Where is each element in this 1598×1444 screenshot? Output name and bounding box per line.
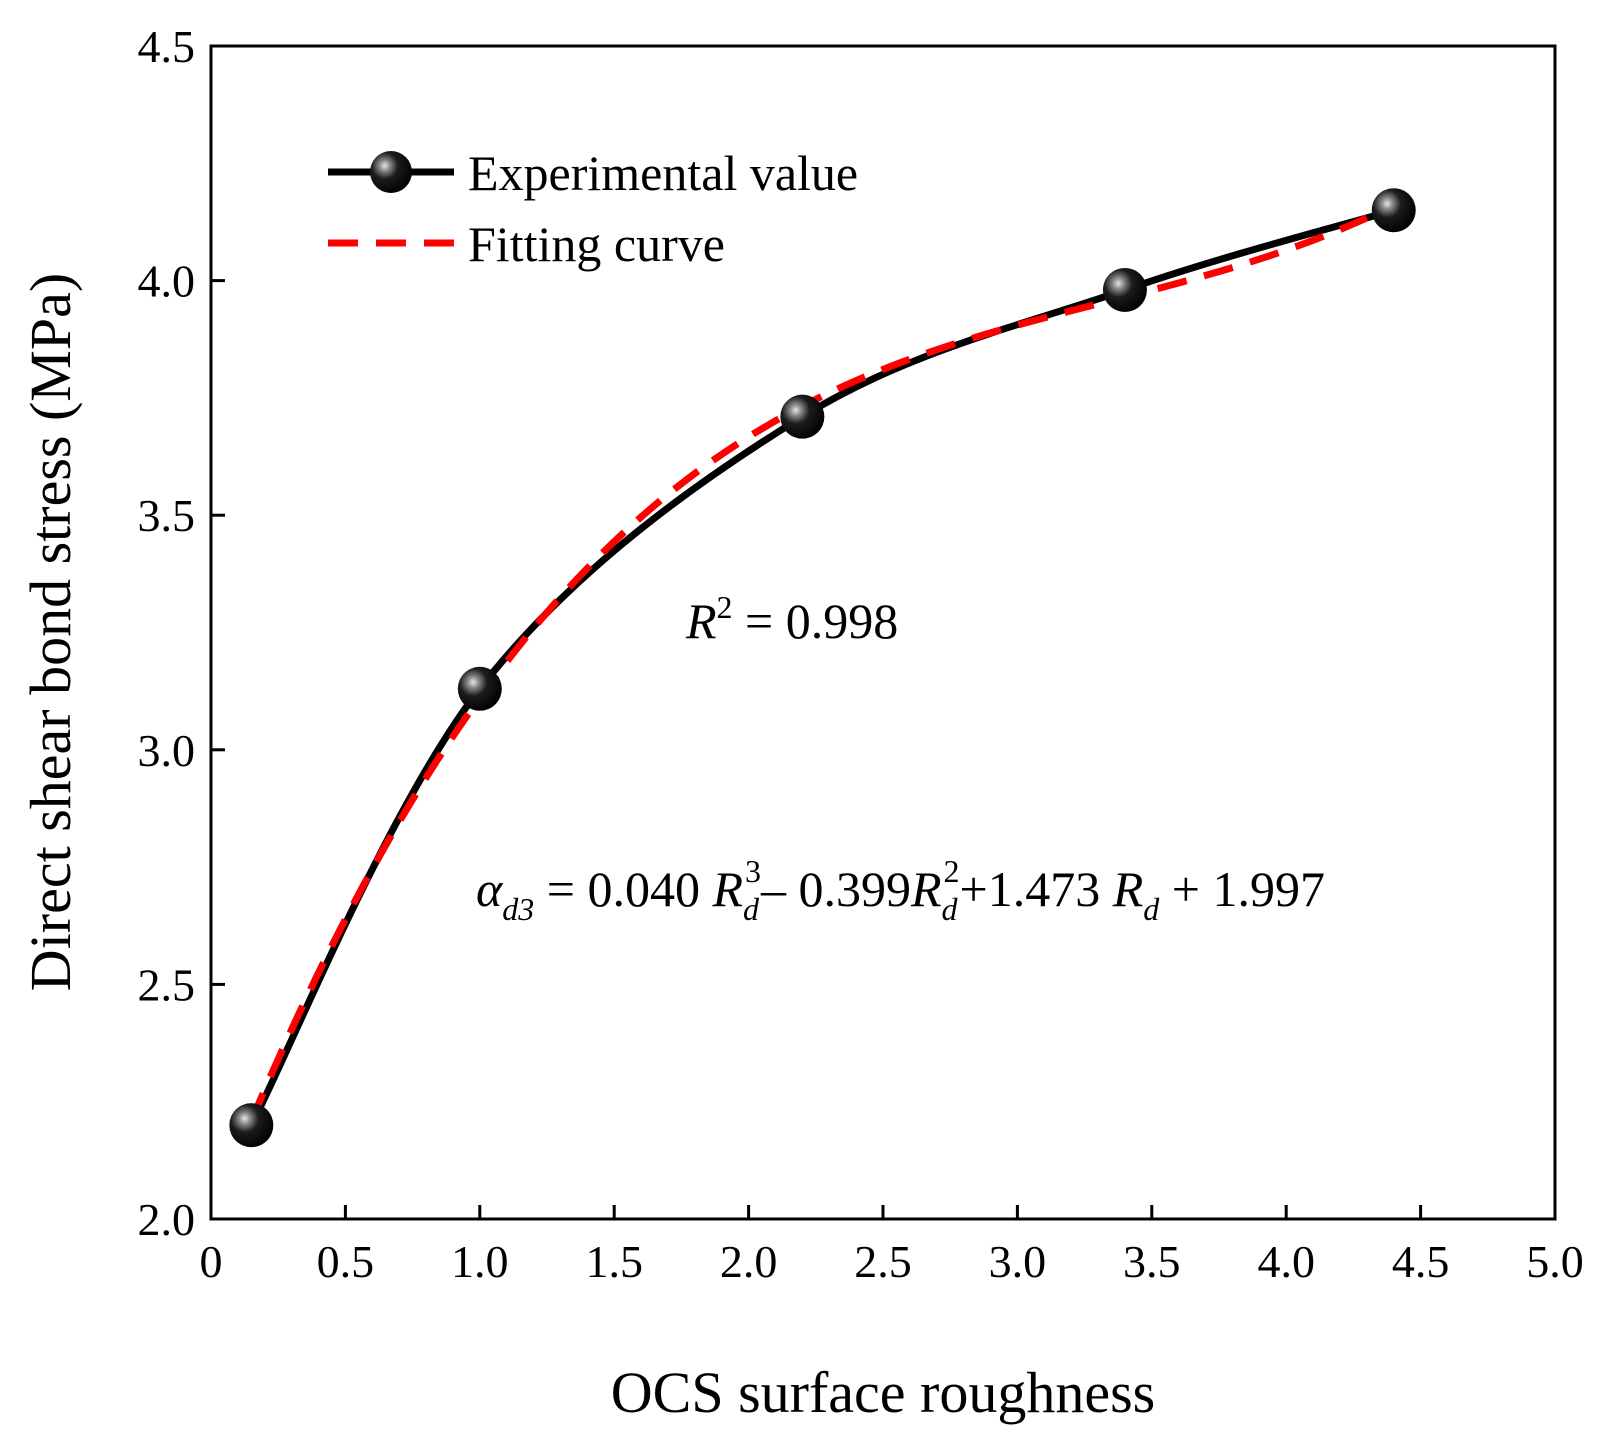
legend-experimental-marker [370,151,412,193]
r-squared-superscript: 2 [717,589,733,625]
legend-experimental-label: Experimental value [468,145,858,201]
eq-rd-2-subscript: d [942,891,959,927]
y-tick-label: 2.0 [138,1194,196,1245]
y-axis-ticks: 2.0 2.5 3.0 3.5 4.0 4.5 [138,21,225,1245]
x-tick-label: 2.0 [720,1236,778,1287]
x-tick-label: 4.0 [1257,1236,1315,1287]
y-axis-title: Direct shear bond stress (MPa) [18,273,83,991]
eq-alpha-subscript: d3 [502,891,534,927]
y-tick-label: 3.5 [138,490,196,541]
eq-rd-2: R [910,861,942,917]
y-tick-label: 4.0 [138,256,196,307]
y-tick-label: 4.5 [138,21,196,72]
experimental-point [229,1103,274,1148]
x-tick-label: 3.0 [989,1236,1047,1287]
experimental-point [780,394,825,439]
eq-rd-2-superscript: 2 [944,853,960,889]
x-tick-label: 3.5 [1123,1236,1181,1287]
eq-rd-3-subscript: d [1143,891,1160,927]
plot-content [229,188,1416,1148]
y-tick-label: 3.0 [138,725,196,776]
experimental-point [1371,188,1416,233]
legend: Experimental value Fitting curve [328,145,858,272]
eq-term-4: + 1.997 [1159,861,1325,917]
experimental-point [1102,267,1147,312]
eq-rd-1-superscript: 3 [745,853,761,889]
r-squared-symbol: R [685,593,717,649]
eq-term-1: = 0.040 [534,861,712,917]
x-axis-title: OCS surface roughness [611,1360,1155,1425]
fitting-curve-line [248,214,1369,1123]
x-tick-label: 0.5 [317,1236,375,1287]
y-tick-label: 2.5 [138,959,196,1010]
eq-rd-1-subscript: d [743,891,760,927]
eq-term-3: +1.473 [960,861,1113,917]
r-squared-value: = 0.998 [733,593,899,649]
fitting-equation: αd3 = 0.040 Rd3– 0.399Rd2+1.473 Rd + 1.9… [476,853,1325,927]
x-tick-label: 2.5 [854,1236,912,1287]
x-axis-ticks: 0 0.5 1.0 1.5 2.0 2.5 3.0 3.5 4.0 4.5 5.0 [200,1205,1584,1287]
x-tick-label: 5.0 [1526,1236,1584,1287]
x-tick-label: 0 [200,1236,223,1287]
r-squared-annotation: R2 = 0.998 [685,589,898,649]
eq-alpha: α [476,861,504,917]
experimental-point [457,666,502,711]
experimental-series-line [248,206,1395,1127]
x-tick-label: 1.5 [585,1236,643,1287]
eq-rd-1: R [711,861,743,917]
legend-fitting-label: Fitting curve [468,216,725,272]
eq-rd-3: R [1112,861,1144,917]
x-tick-label: 1.0 [451,1236,509,1287]
eq-term-2: – 0.399 [760,861,911,917]
x-tick-label: 4.5 [1392,1236,1450,1287]
